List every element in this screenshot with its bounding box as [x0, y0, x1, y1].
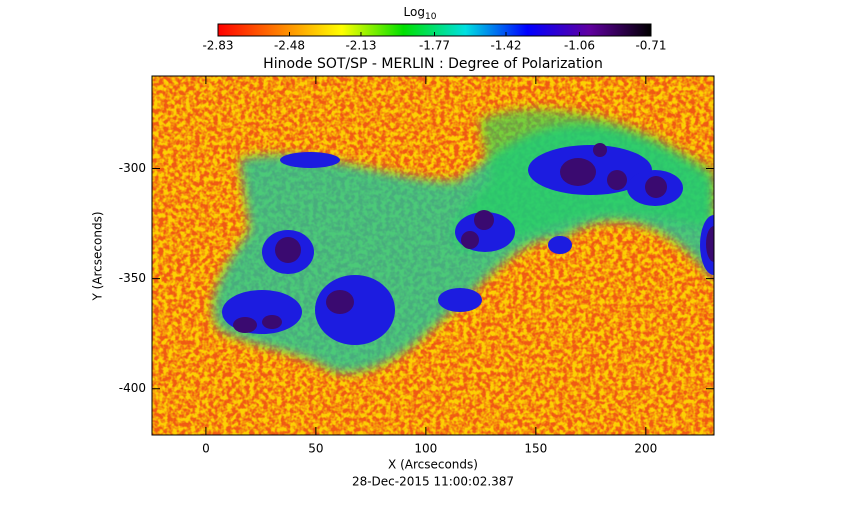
y-axis-label: Y (Arcseconds): [91, 211, 105, 301]
colorbar-tick-label: -1.06: [564, 39, 595, 53]
colorbar-tick-label: -2.83: [202, 39, 233, 53]
colorbar-tick-label: -2.13: [345, 39, 376, 53]
image: [152, 76, 714, 435]
plot-frame: [151, 75, 715, 436]
x-tick-label: 50: [308, 442, 323, 456]
colorbar-tick-label: -0.71: [635, 39, 666, 53]
x-axis-label: X (Arcseconds): [388, 458, 478, 472]
chart-title: Hinode SOT/SP - MERLIN : Degree of Polar…: [263, 56, 603, 72]
x-tick-label: 200: [634, 442, 657, 456]
colorbar-tick-label: -2.48: [274, 39, 305, 53]
colorbar-tick-label: -1.42: [490, 39, 521, 53]
colorbar-tick-label: -1.77: [419, 39, 450, 53]
x-tick-label: 100: [414, 442, 437, 456]
x-tick-label: 150: [524, 442, 547, 456]
footer: 28-Dec-2015 11:00:02.387: [352, 475, 514, 489]
colorbar-label: Log10: [404, 5, 437, 22]
x-tick-label: 0: [202, 442, 210, 456]
colorbar: [218, 24, 651, 36]
y-tick-label: -400: [119, 381, 146, 395]
y-tick-label: -300: [119, 161, 146, 175]
y-tick-label: -350: [119, 271, 146, 285]
